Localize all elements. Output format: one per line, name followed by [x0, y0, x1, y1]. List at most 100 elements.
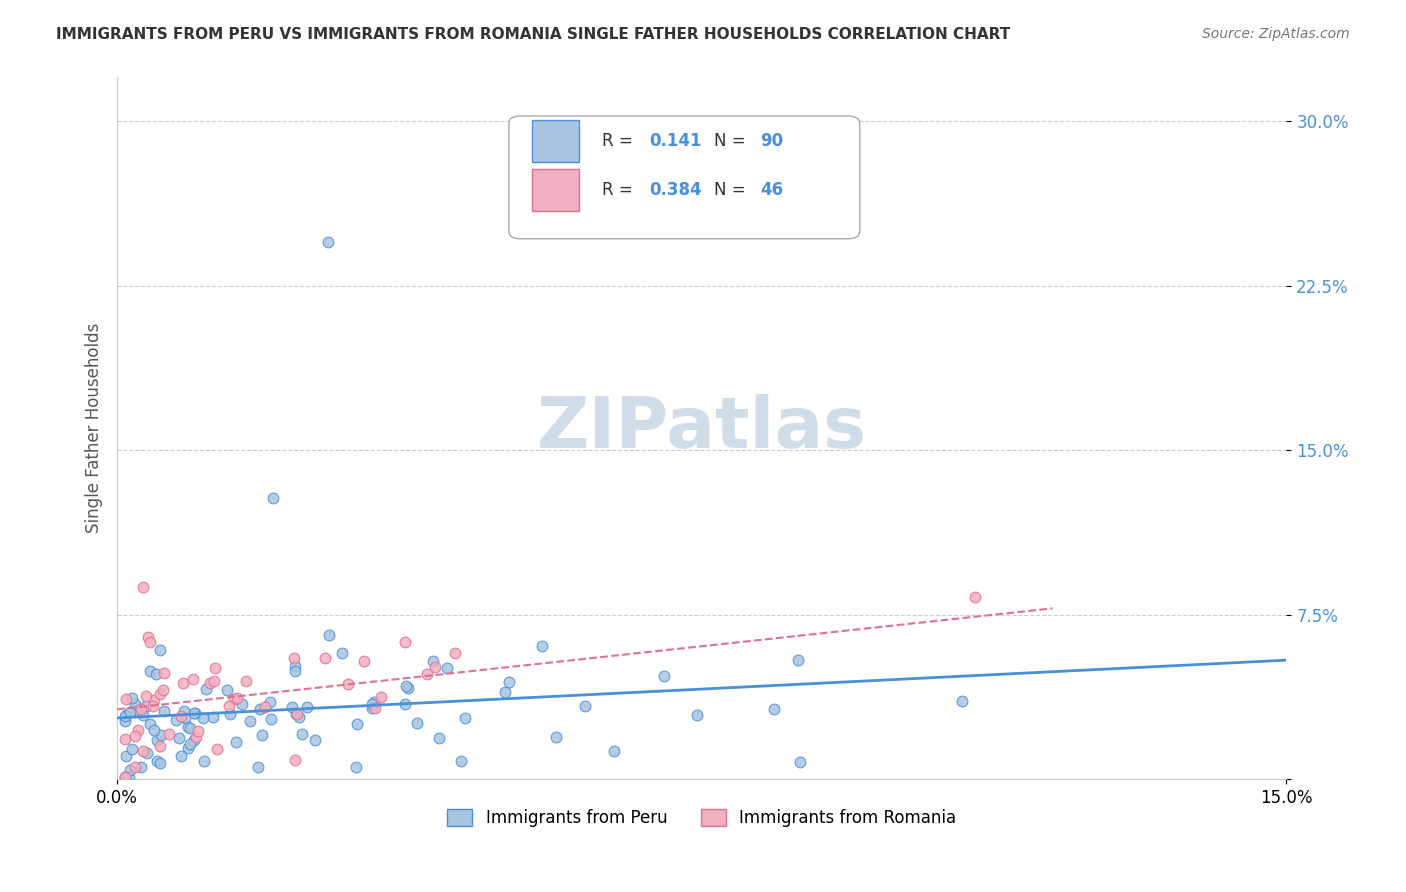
Immigrants from Peru	[250, 728, 273, 742]
Immigrants from Romania	[159, 727, 181, 741]
Text: 90: 90	[761, 132, 783, 150]
Immigrants from Peru	[173, 711, 195, 725]
Immigrants from Romania	[254, 700, 277, 714]
Immigrants from Romania	[226, 691, 249, 706]
Immigrants from Romania	[129, 701, 152, 715]
Immigrants from Peru	[115, 708, 138, 723]
Immigrants from Peru	[118, 770, 141, 784]
Immigrants from Peru	[177, 720, 200, 734]
Text: R =: R =	[602, 132, 633, 150]
Immigrants from Peru	[344, 760, 367, 774]
Immigrants from Romania	[139, 635, 162, 649]
Immigrants from Romania	[370, 690, 392, 704]
Immigrants from Peru	[498, 674, 520, 689]
Immigrants from Peru	[145, 667, 167, 681]
Immigrants from Romania	[363, 701, 385, 715]
Immigrants from Peru	[225, 735, 247, 749]
Immigrants from Peru	[120, 763, 142, 777]
Immigrants from Peru	[950, 694, 973, 708]
Immigrants from Peru	[193, 711, 215, 725]
Immigrants from Peru	[494, 684, 516, 698]
Immigrants from Peru	[179, 721, 201, 735]
Immigrants from Romania	[127, 723, 149, 737]
Immigrants from Peru	[361, 698, 384, 712]
Immigrants from Peru	[193, 755, 215, 769]
Immigrants from Peru	[149, 756, 172, 770]
Immigrants from Peru	[394, 679, 416, 693]
Immigrants from Peru	[259, 696, 281, 710]
Immigrants from Peru	[231, 697, 253, 711]
Immigrants from Peru	[135, 746, 157, 760]
Immigrants from Peru	[450, 755, 472, 769]
Immigrants from Peru	[129, 759, 152, 773]
Immigrants from Peru	[297, 699, 319, 714]
Immigrants from Peru	[246, 759, 269, 773]
Immigrants from Peru	[394, 697, 416, 711]
Immigrants from Peru	[262, 491, 284, 506]
Immigrants from Romania	[200, 676, 222, 690]
Immigrants from Romania	[314, 650, 336, 665]
Immigrants from Peru	[318, 628, 340, 642]
Immigrants from Peru	[284, 664, 307, 678]
Text: 46: 46	[761, 181, 783, 199]
Immigrants from Peru	[239, 714, 262, 729]
Immigrants from Peru	[114, 714, 136, 728]
Immigrants from Romania	[142, 698, 165, 713]
Immigrants from Peru	[316, 235, 339, 249]
FancyBboxPatch shape	[533, 120, 579, 161]
Immigrants from Peru	[217, 682, 239, 697]
Immigrants from Peru	[346, 717, 368, 731]
Immigrants from Romania	[131, 744, 153, 758]
Text: N =: N =	[713, 132, 745, 150]
FancyBboxPatch shape	[533, 169, 579, 211]
Immigrants from Peru	[145, 732, 167, 747]
Text: IMMIGRANTS FROM PERU VS IMMIGRANTS FROM ROMANIA SINGLE FATHER HOUSEHOLDS CORRELA: IMMIGRANTS FROM PERU VS IMMIGRANTS FROM …	[56, 27, 1011, 42]
Immigrants from Romania	[172, 676, 194, 690]
Immigrants from Peru	[114, 709, 136, 723]
Immigrants from Peru	[763, 702, 786, 716]
Immigrants from Romania	[285, 707, 308, 722]
Immigrants from Peru	[146, 754, 169, 768]
Immigrants from Peru	[183, 706, 205, 721]
Immigrants from Peru	[177, 740, 200, 755]
Immigrants from Romania	[222, 692, 245, 706]
Immigrants from Peru	[363, 695, 385, 709]
Immigrants from Peru	[284, 659, 307, 673]
Immigrants from Peru	[184, 706, 207, 720]
Text: 0.384: 0.384	[650, 181, 702, 199]
Immigrants from Peru	[124, 697, 146, 711]
Immigrants from Peru	[422, 654, 444, 668]
Immigrants from Peru	[115, 749, 138, 764]
Text: R =: R =	[602, 181, 633, 199]
Immigrants from Romania	[207, 741, 229, 756]
Immigrants from Peru	[152, 704, 174, 718]
Immigrants from Peru	[249, 701, 271, 715]
Immigrants from Romania	[283, 651, 305, 665]
Immigrants from Peru	[219, 706, 242, 721]
Immigrants from Peru	[436, 661, 458, 675]
Immigrants from Peru	[165, 713, 187, 727]
Immigrants from Romania	[444, 646, 467, 660]
Immigrants from Peru	[281, 700, 304, 714]
Immigrants from Peru	[139, 665, 162, 679]
Immigrants from Peru	[454, 710, 477, 724]
Immigrants from Peru	[149, 643, 172, 657]
Immigrants from Peru	[652, 669, 675, 683]
Immigrants from Peru	[131, 707, 153, 722]
Immigrants from Romania	[136, 630, 159, 644]
Immigrants from Peru	[167, 731, 190, 746]
Immigrants from Romania	[235, 674, 257, 689]
Immigrants from Peru	[195, 681, 218, 696]
Immigrants from Peru	[179, 737, 201, 751]
Immigrants from Peru	[574, 699, 596, 714]
Immigrants from Peru	[170, 749, 193, 764]
Immigrants from Romania	[202, 674, 225, 689]
Immigrants from Peru	[285, 707, 308, 722]
Immigrants from Romania	[132, 580, 155, 594]
Immigrants from Peru	[603, 743, 626, 757]
Immigrants from Romania	[149, 739, 172, 754]
Text: N =: N =	[713, 181, 745, 199]
Immigrants from Peru	[118, 705, 141, 719]
Y-axis label: Single Father Households: Single Father Households	[86, 323, 103, 533]
Text: Source: ZipAtlas.com: Source: ZipAtlas.com	[1202, 27, 1350, 41]
